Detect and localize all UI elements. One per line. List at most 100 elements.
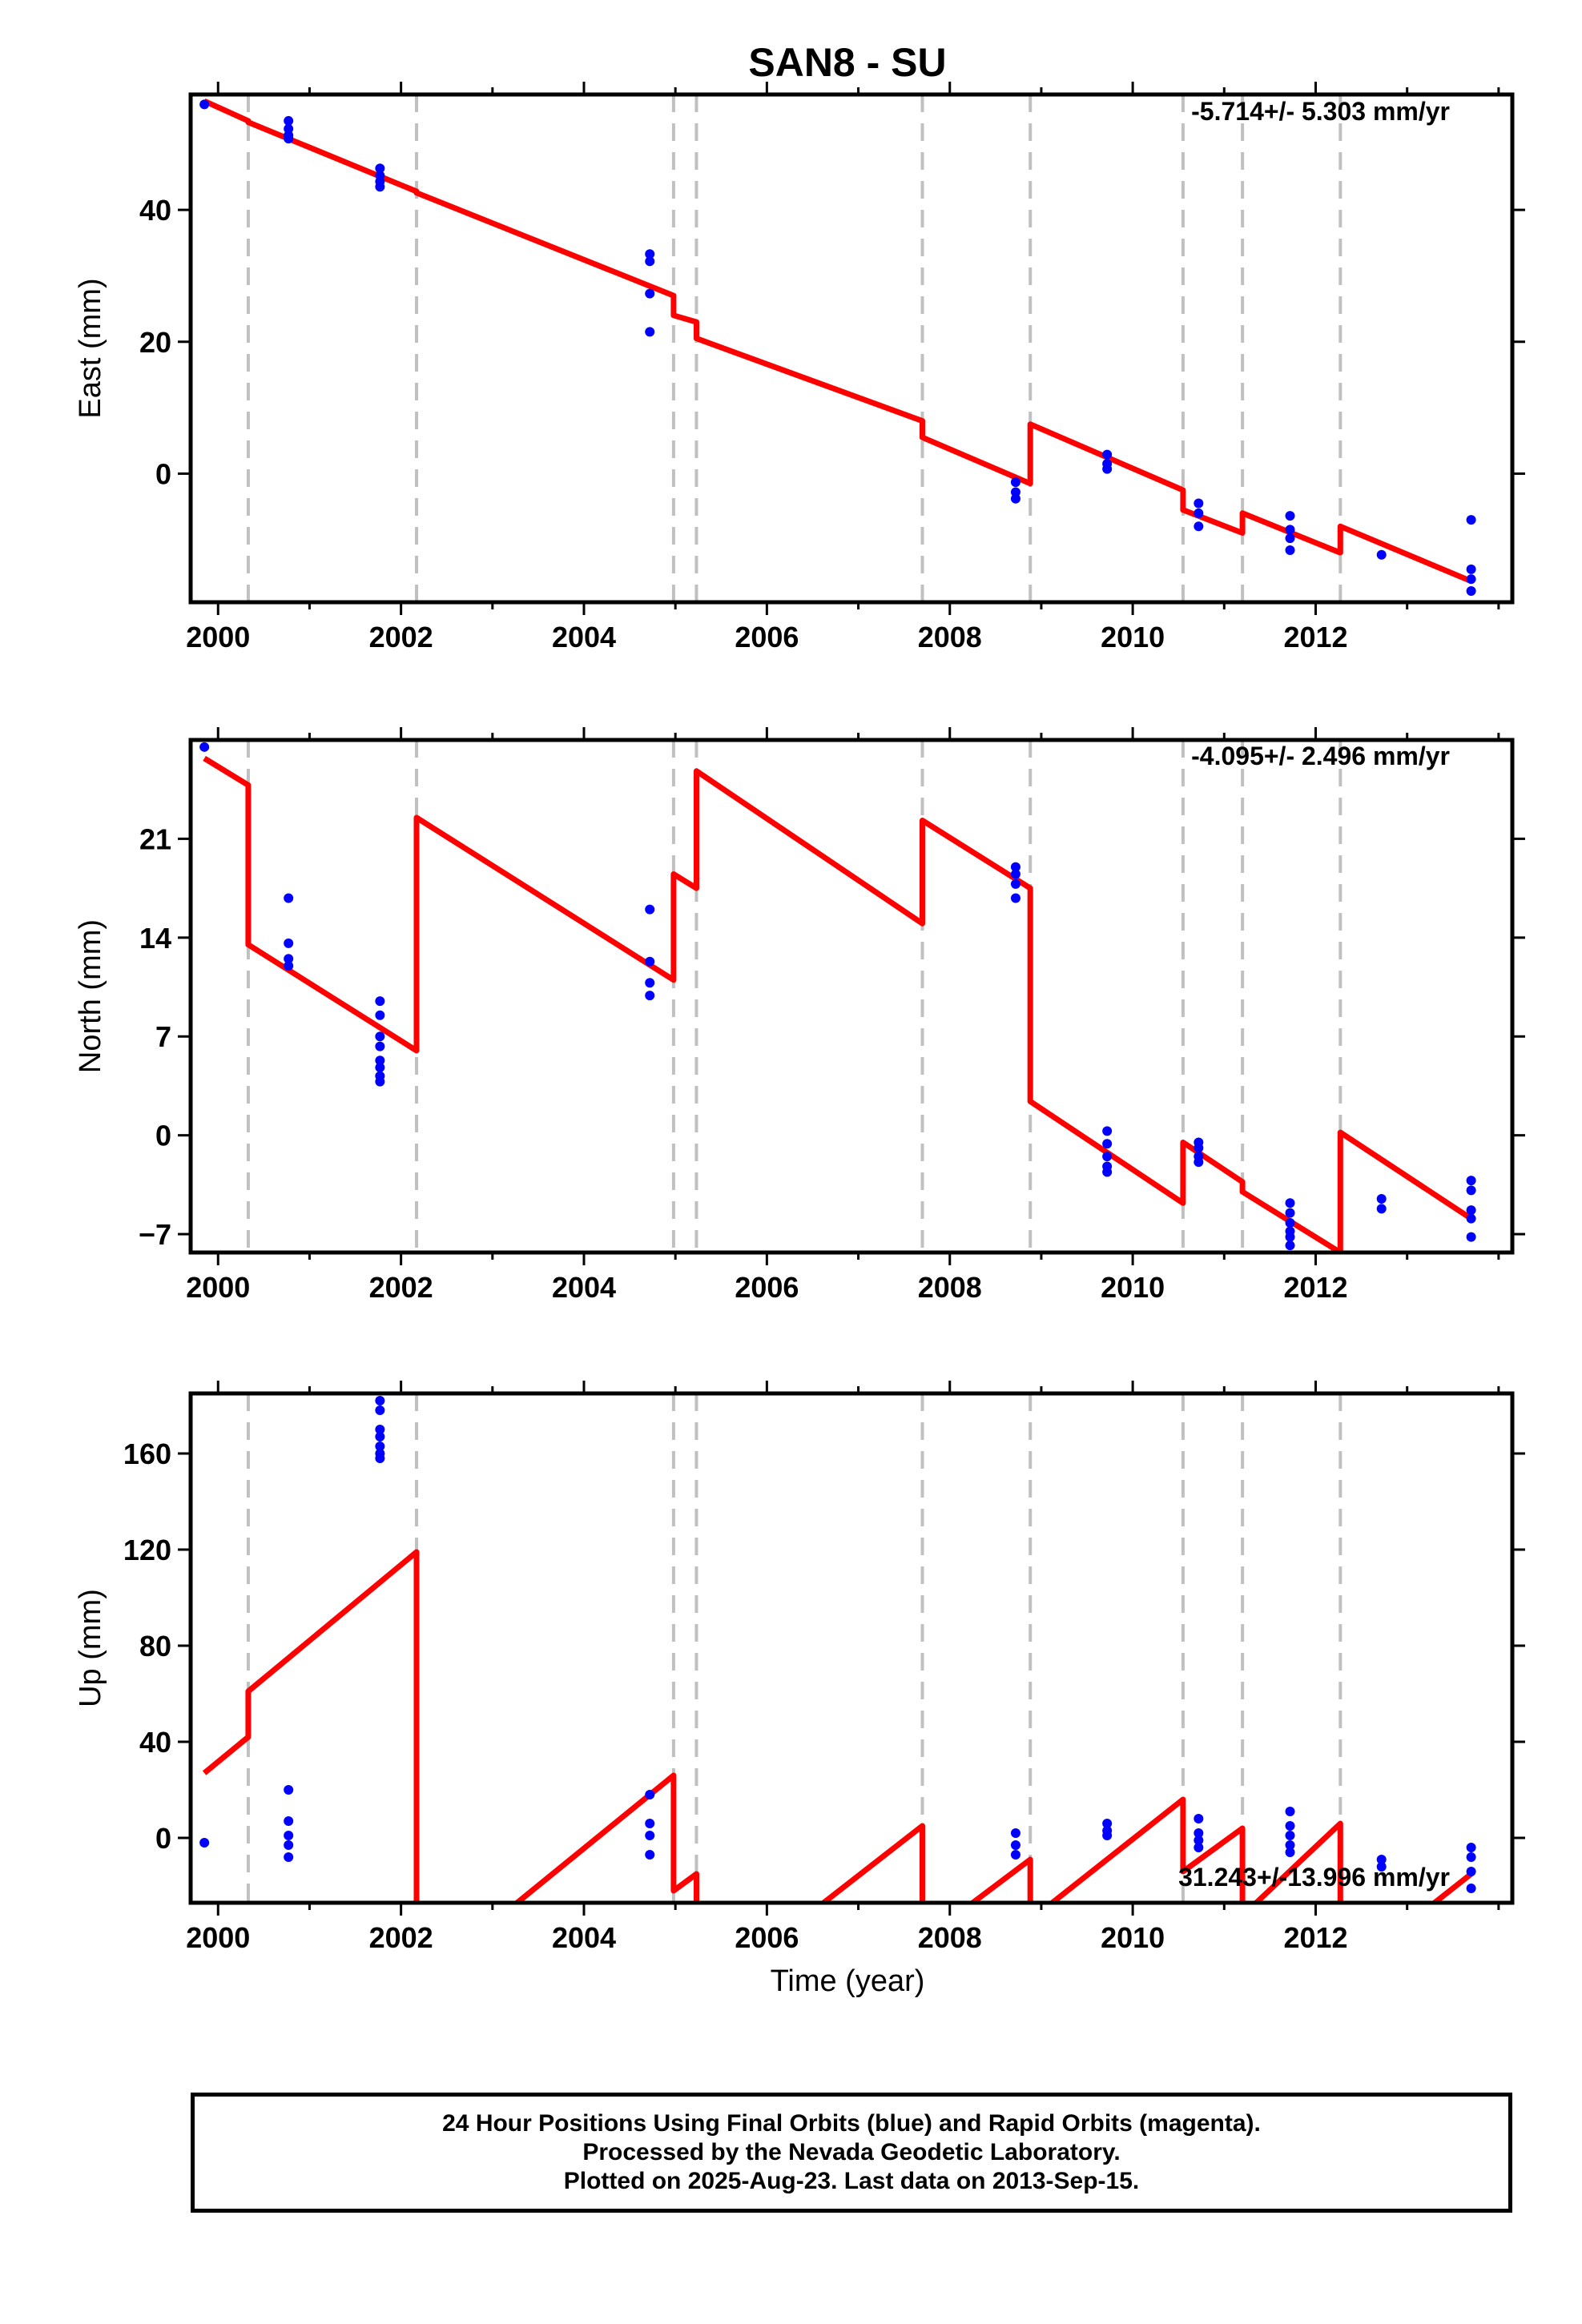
north-data-point	[375, 1063, 385, 1073]
north-data-point	[1010, 879, 1020, 889]
east-data-point	[1285, 533, 1295, 544]
up-data-point	[1285, 1831, 1295, 1840]
east-data-point	[1102, 449, 1113, 460]
north-data-point	[1285, 1232, 1295, 1242]
north-data-point	[1102, 1152, 1113, 1162]
north-data-point	[1466, 1232, 1476, 1242]
up-model-line	[202, 1549, 1473, 1903]
east-data-point	[645, 256, 655, 267]
up-data-point	[375, 1425, 385, 1434]
up-x-tick-label: 2008	[918, 1921, 982, 1954]
up-y-tick-label: 0	[155, 1822, 171, 1855]
up-data-point	[1285, 1807, 1295, 1816]
north-model-line	[203, 755, 1473, 1252]
north-data-point	[1102, 1139, 1113, 1149]
east-data-point	[1466, 574, 1476, 585]
east-x-tick-label: 2008	[918, 621, 982, 653]
north-y-tick-label: 21	[139, 822, 171, 855]
up-y-tick-label: 120	[123, 1534, 171, 1566]
up-x-tick-label: 2002	[369, 1921, 433, 1954]
north-data-point	[1285, 1198, 1295, 1208]
plot-area	[199, 740, 1476, 1252]
east-data-point	[1285, 525, 1295, 535]
up-y-tick-label: 40	[139, 1726, 171, 1759]
up-data-point	[645, 1819, 655, 1828]
up-frame	[188, 1391, 1515, 1905]
east-data-point	[645, 327, 655, 337]
east-data-point	[199, 99, 210, 110]
north-x-tick-label: 2000	[186, 1271, 250, 1304]
north-y-tick-label: 0	[155, 1120, 171, 1152]
up-data-point	[1376, 1862, 1387, 1872]
north-data-point	[1010, 862, 1020, 872]
north-data-point	[1466, 1185, 1476, 1196]
north-data-point	[1010, 893, 1020, 903]
north-data-point	[1194, 1157, 1204, 1168]
north-data-point	[1285, 1240, 1295, 1251]
up-data-point	[1285, 1848, 1295, 1857]
north-data-point	[284, 961, 294, 971]
east-data-point	[1194, 521, 1204, 532]
north-data-point	[284, 893, 294, 903]
up-x-tick-label: 2012	[1283, 1921, 1347, 1954]
east-rate-label: -5.714+/- 5.303 mm/yr	[1191, 97, 1450, 126]
up-data-point	[1010, 1840, 1020, 1850]
up-data-point	[645, 1850, 655, 1860]
north-data-point	[375, 1041, 385, 1051]
north-data-point	[199, 742, 210, 752]
east-data-point	[1010, 493, 1020, 504]
up-y-axis-label: Up (mm)	[74, 1589, 107, 1707]
up-data-point	[375, 1441, 385, 1451]
north-data-point	[1194, 1143, 1204, 1153]
up-y-tick-label: 80	[139, 1630, 171, 1663]
north-x-tick-label: 2004	[552, 1271, 616, 1304]
footer-line-1: 24 Hour Positions Using Final Orbits (bl…	[442, 2110, 1261, 2137]
east-x-tick-label: 2012	[1283, 621, 1347, 653]
up-x-tick-label: 2000	[186, 1921, 250, 1954]
up-data-point	[1194, 1828, 1204, 1838]
up-data-point	[1285, 1840, 1295, 1850]
up-data-point	[1102, 1819, 1113, 1828]
up-data-point	[1194, 1835, 1204, 1845]
east-data-point	[645, 288, 655, 299]
up-data-point	[284, 1840, 294, 1850]
up-data-point	[1285, 1821, 1295, 1831]
east-y-axis-label: East (mm)	[74, 278, 107, 418]
east-frame	[188, 92, 1515, 605]
up-y-tick-label: 160	[123, 1437, 171, 1470]
east-data-point	[1010, 487, 1020, 497]
east-data-point	[1285, 545, 1295, 555]
north-x-tick-label: 2010	[1101, 1271, 1165, 1304]
footer-line-2: Processed by the Nevada Geodetic Laborat…	[582, 2139, 1121, 2165]
plot-area	[199, 94, 1476, 602]
north-x-tick-label: 2012	[1283, 1271, 1347, 1304]
east-model-line	[203, 99, 1472, 584]
up-data-point	[645, 1831, 655, 1840]
up-data-point	[375, 1454, 385, 1463]
north-data-point	[1376, 1194, 1387, 1204]
north-data-point	[645, 991, 655, 1001]
east-data-point	[375, 163, 385, 174]
east-data-point	[1010, 477, 1020, 488]
up-data-point	[1466, 1843, 1476, 1852]
north-data-point	[1466, 1213, 1476, 1224]
east-x-tick-label: 2010	[1101, 621, 1165, 653]
east-data-point	[1466, 515, 1476, 525]
north-data-point	[375, 1010, 385, 1020]
north-data-point	[645, 956, 655, 967]
north-panel: 2000 2002 2004 2006 2008 2010 2012 −7 0 7 14 21 Nort…	[74, 727, 1525, 1304]
up-x-tick-label: 2010	[1101, 1921, 1165, 1954]
east-x-tick-label: 2002	[369, 621, 433, 653]
north-y-tick-label: 7	[155, 1020, 171, 1053]
up-data-point	[1010, 1828, 1020, 1838]
east-x-tick-label: 2006	[735, 621, 799, 653]
east-y-tick-label: 40	[139, 194, 171, 227]
up-x-tick-label: 2004	[552, 1921, 616, 1954]
up-panel: 2000 2002 2004 2006 2008 2010 2012 0 40 80 120 160 U…	[74, 1381, 1525, 1954]
up-data-point	[375, 1432, 385, 1441]
north-data-point	[284, 938, 294, 948]
north-data-point	[645, 904, 655, 915]
east-data-point	[1102, 464, 1113, 474]
up-data-point	[284, 1785, 294, 1795]
